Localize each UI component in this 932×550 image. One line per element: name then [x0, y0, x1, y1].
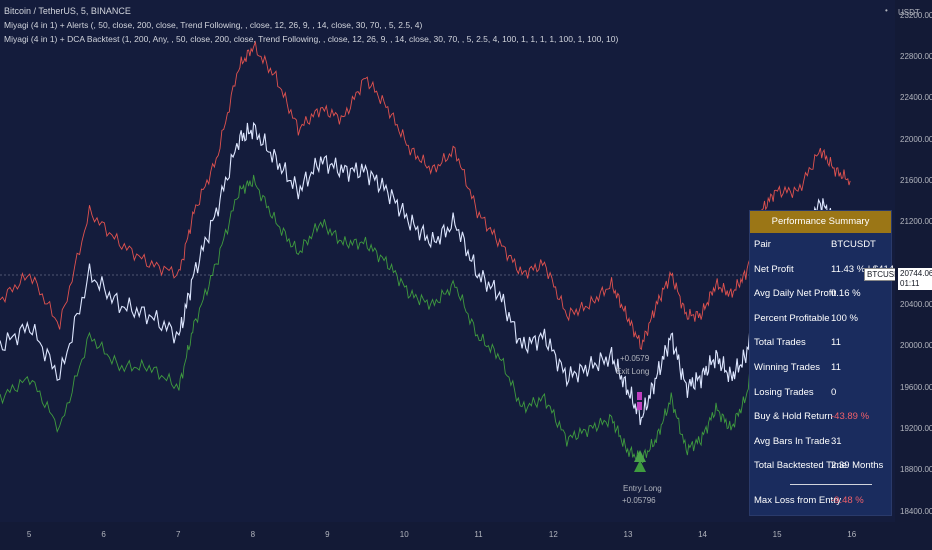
time-axis[interactable]: [0, 522, 932, 550]
time-tick-label: 5: [26, 530, 32, 539]
performance-summary-title: Performance Summary: [750, 211, 891, 233]
max-loss-row: Max Loss from Entry -9.48 %: [754, 495, 890, 509]
last-price-value: 20744.06: [900, 269, 932, 278]
time-tick-label: 7: [176, 530, 181, 539]
performance-row-label: Pair: [754, 239, 771, 250]
price-tick-label: 22800.00: [900, 51, 932, 61]
price-tick-label: 18400.00: [900, 506, 932, 516]
entry-long-marker: [634, 460, 646, 472]
performance-row: Buy & Hold Return -43.89 %: [754, 411, 890, 425]
entry-long-label: Entry Long: [623, 484, 662, 493]
price-tick-label: 20000.00: [900, 341, 932, 351]
performance-row-value: BTCUSDT: [831, 239, 876, 250]
performance-row-label: Avg Bars In Trade: [754, 435, 830, 447]
lower-band-line: [0, 174, 851, 464]
price-tick-label: 23200.00: [900, 10, 932, 20]
performance-row-value: 11: [831, 337, 841, 349]
price-tick-label: 20400.00: [900, 299, 932, 309]
exit-long-label: Exit Long: [616, 367, 650, 376]
more-dots-icon[interactable]: •: [885, 6, 888, 15]
performance-row: Avg Bars In Trade 31: [754, 436, 890, 450]
time-tick-label: 16: [847, 530, 857, 539]
performance-row-value: 100 %: [831, 312, 858, 324]
entry-long-marker-2: [634, 450, 646, 462]
entry-value-label: +0.05796: [622, 496, 656, 505]
time-tick-label: 11: [474, 530, 483, 539]
time-tick-label: 14: [698, 530, 707, 539]
trade-markers: [634, 392, 646, 472]
time-tick-label: 8: [250, 530, 256, 539]
performance-row-label: Percent Profitable: [754, 312, 830, 324]
series-layer: [0, 40, 851, 464]
performance-row: Losing Trades 0: [754, 387, 890, 401]
performance-row-label: Buy & Hold Return: [754, 411, 833, 423]
time-tick-label: 6: [101, 530, 106, 539]
chart-area[interactable]: Bitcoin / TetherUS, 5, BINANCE Miyagi (4…: [0, 0, 908, 522]
legend-symbol[interactable]: Bitcoin / TetherUS, 5, BINANCE: [4, 6, 131, 16]
performance-row: Percent Profitable 100 %: [754, 313, 890, 327]
performance-row-label: Losing Trades: [754, 386, 814, 398]
price-tick-label: 22400.00: [900, 93, 932, 103]
price-tick-label: 19600.00: [900, 382, 932, 392]
performance-row-value: 2.39 Months: [831, 460, 884, 472]
performance-row-value: 0: [831, 386, 837, 398]
performance-row: Total Trades 11: [754, 337, 890, 351]
performance-row-label: Net Profit: [754, 263, 794, 275]
last-price-flag: 20744.06 01:11: [898, 268, 932, 290]
price-axis[interactable]: USDT: [895, 0, 932, 522]
price-chart[interactable]: [0, 0, 895, 522]
performance-summary-divider: [790, 484, 872, 485]
performance-row-value: -43.89 %: [831, 411, 870, 423]
performance-row-value: 0.16 %: [831, 288, 861, 300]
exit-long-marker-2: [637, 402, 642, 410]
performance-row: Total Backtested Time 2.39 Months: [754, 460, 890, 474]
max-loss-value: -9.48 %: [831, 495, 864, 506]
price-tick-label: 21600.00: [900, 175, 932, 185]
performance-row: Pair BTCUSDT: [754, 239, 890, 253]
performance-row-value: 11: [831, 362, 841, 373]
performance-row: Winning Trades 11: [754, 362, 890, 376]
exit-value-label: +0.0579: [620, 354, 650, 363]
price-tick-label: 22000.00: [900, 134, 932, 144]
performance-row-label: Total Backtested Time: [754, 460, 847, 472]
legend-indicator-alerts[interactable]: Miyagi (4 in 1) + Alerts (, 50, close, 2…: [4, 20, 423, 30]
exit-long-marker: [637, 392, 642, 400]
performance-row-label: Avg Daily Net Profit: [754, 288, 837, 300]
upper-band-line: [0, 40, 851, 351]
legend-indicator-backtest[interactable]: Miyagi (4 in 1) + DCA Backtest (1, 200, …: [4, 34, 619, 44]
price-axis-currency: USDT: [898, 8, 920, 17]
price-tick-label: 21200.00: [900, 217, 932, 227]
price-tick-label: 18800.00: [900, 465, 932, 475]
time-tick-label: 9: [325, 530, 330, 539]
performance-row-value: 31: [831, 435, 842, 447]
bar-countdown: 01:11: [900, 279, 920, 288]
time-tick-label: 15: [772, 530, 782, 539]
performance-row: Avg Daily Net Profit 0.16 %: [754, 288, 890, 302]
time-tick-label: 12: [548, 530, 558, 539]
price-line: [0, 121, 851, 426]
price-tick-label: 19200.00: [900, 423, 932, 433]
max-loss-label: Max Loss from Entry: [754, 495, 842, 506]
performance-row-label: Winning Trades: [754, 362, 821, 373]
performance-summary: Performance Summary Pair BTCUSDT Net Profi…: [749, 210, 907, 516]
performance-row-label: Total Trades: [754, 337, 806, 349]
time-tick-label: 13: [623, 530, 633, 539]
time-tick-label: 10: [399, 530, 409, 539]
